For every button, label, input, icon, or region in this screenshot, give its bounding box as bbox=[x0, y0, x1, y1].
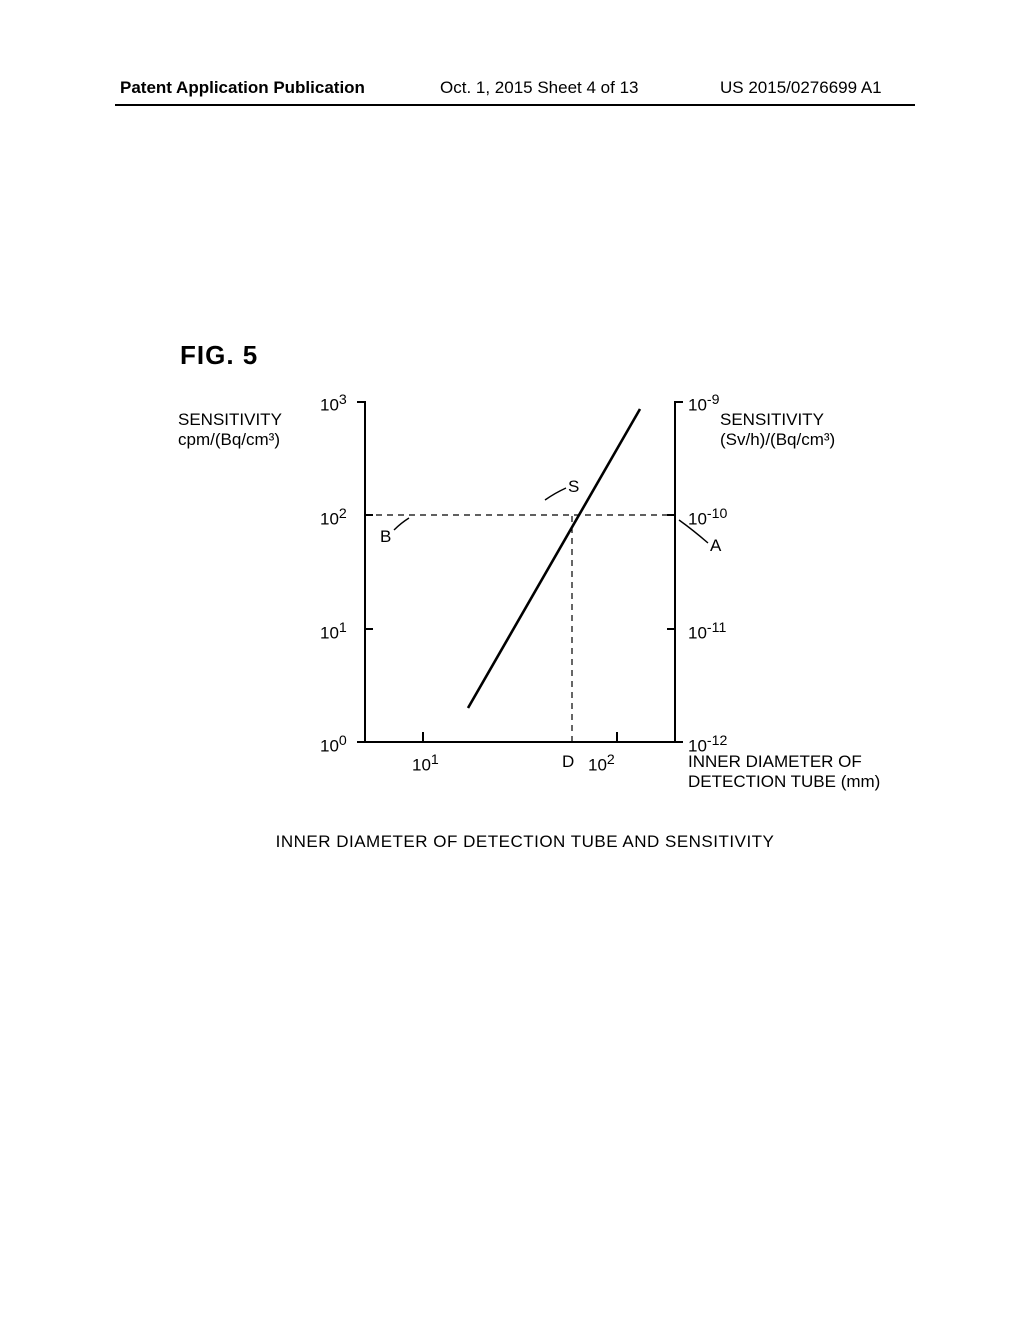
tick-marks bbox=[365, 515, 675, 742]
header-left: Patent Application Publication bbox=[120, 78, 365, 98]
leader-A bbox=[679, 520, 708, 543]
leader-S bbox=[545, 488, 566, 500]
chart: SENSITIVITY cpm/(Bq/cm³) SENSITIVITY (Sv… bbox=[160, 370, 880, 840]
series-S-line bbox=[468, 409, 640, 708]
leader-B bbox=[394, 518, 409, 530]
chart-svg bbox=[160, 370, 880, 840]
plot-axes bbox=[357, 402, 683, 742]
patent-page: Patent Application Publication Oct. 1, 2… bbox=[0, 0, 1024, 1320]
header-mid: Oct. 1, 2015 Sheet 4 of 13 bbox=[440, 78, 638, 98]
figure-label: FIG. 5 bbox=[180, 340, 258, 371]
header-rule bbox=[115, 104, 915, 106]
figure-caption: INNER DIAMETER OF DETECTION TUBE AND SEN… bbox=[245, 832, 805, 852]
header-right: US 2015/0276699 A1 bbox=[720, 78, 882, 98]
